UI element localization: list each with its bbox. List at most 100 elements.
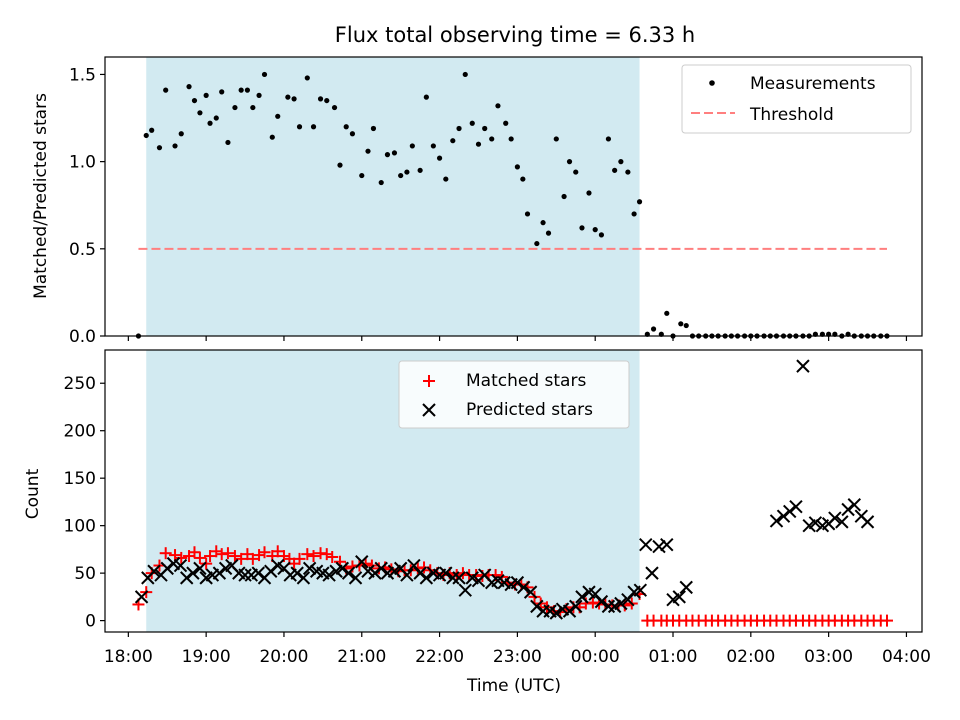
predicted-star-point: [549, 606, 564, 620]
measurement-point: [250, 104, 256, 111]
predicted-star-point: [789, 499, 803, 514]
measurement-point: [156, 145, 163, 151]
predicted-star-point: [355, 555, 369, 569]
bottom-x-tick-label: 04:00: [882, 647, 931, 667]
measurement-point: [443, 176, 449, 182]
measurement-point: [349, 131, 356, 137]
bottom-x-tick-label: 03:00: [804, 647, 853, 667]
bottom-y-tick-label: 200: [64, 422, 96, 442]
predicted-star-point: [672, 590, 686, 604]
predicted-star-point: [835, 515, 849, 529]
predicted-star-point: [569, 599, 583, 614]
matched-star-point: [200, 557, 213, 570]
measurement-point: [244, 87, 250, 93]
predicted-stars-points: [134, 359, 875, 620]
measurement-point: [191, 97, 198, 104]
measurement-point: [598, 232, 605, 238]
measurement-point: [391, 150, 398, 156]
predicted-star-point: [173, 558, 188, 573]
predicted-star-point: [575, 590, 589, 604]
bottom-x-tick-label: 18:00: [104, 647, 153, 667]
bottom-x-tick-label: 20:00: [259, 647, 308, 667]
measurement-point: [178, 131, 184, 137]
predicted-star-point: [413, 566, 427, 580]
measurement-point: [605, 136, 612, 142]
top-y-tick-label: 0.0: [69, 327, 96, 347]
predicted-star-point: [400, 568, 414, 582]
bottom-y-tick-label: 50: [74, 564, 96, 584]
bottom-y-tick-label: 250: [64, 374, 96, 394]
predicted-star-point: [783, 504, 797, 519]
top-y-tick-label: 0.5: [69, 240, 96, 260]
matched-star-point: [204, 550, 217, 563]
predicted-star-point: [341, 566, 356, 580]
predicted-star-point: [679, 580, 693, 595]
predicted-star-point: [516, 580, 531, 595]
matched-star-point: [221, 547, 234, 560]
measurement-point: [172, 143, 178, 149]
measurement-point: [213, 115, 219, 121]
matched-star-point: [880, 614, 893, 627]
measurement-point: [275, 113, 281, 119]
predicted-star-point: [368, 566, 382, 580]
predicted-star-point: [212, 566, 227, 580]
measurement-point: [430, 143, 436, 149]
predicted-star-point: [147, 564, 161, 578]
measurement-point: [207, 120, 213, 126]
matched-star-point: [175, 551, 188, 564]
predicted-star-point: [251, 566, 265, 580]
predicted-star-point: [335, 561, 350, 576]
measurement-point: [482, 125, 488, 132]
measurement-point: [370, 125, 377, 132]
measurement-point: [378, 179, 384, 186]
legend-matched-label: Matched stars: [466, 371, 586, 391]
predicted-star-point: [633, 583, 648, 597]
measurement-point: [436, 155, 443, 161]
measurement-point: [450, 138, 456, 144]
measurement-point: [553, 136, 559, 142]
measurement-point: [404, 169, 410, 175]
predicted-star-point: [769, 514, 784, 528]
measurement-point: [456, 125, 462, 132]
measurement-point: [219, 89, 225, 95]
measurement-point: [631, 211, 637, 217]
matched-star-point: [307, 550, 320, 563]
predicted-star-point: [458, 583, 472, 597]
predicted-star-point: [322, 568, 336, 582]
predicted-star-point: [614, 596, 628, 611]
predicted-star-point: [419, 571, 434, 585]
measurement-point: [592, 227, 598, 233]
measurement-point: [225, 139, 231, 146]
measurement-point: [203, 92, 209, 98]
legend-threshold-label: Threshold: [749, 105, 834, 125]
predicted-star-point: [302, 561, 317, 576]
measurement-point: [586, 190, 592, 196]
measurement-point: [256, 92, 262, 98]
measurement-point: [398, 172, 404, 179]
matched-star-point: [326, 550, 339, 563]
measurement-point: [520, 176, 526, 182]
measurement-point: [636, 199, 643, 205]
predicted-star-point: [652, 539, 666, 554]
bottom-x-tick-label: 00:00: [571, 647, 620, 667]
measurement-point: [238, 87, 244, 93]
predicted-star-point: [439, 566, 453, 580]
bottom-x-tick-label: 02:00: [726, 647, 775, 667]
predicted-star-point: [374, 561, 388, 576]
predicted-star-point: [452, 571, 466, 585]
measurement-point: [417, 167, 423, 173]
bottom-x-tick-label: 23:00: [493, 647, 542, 667]
measurement-point: [310, 124, 317, 130]
measurement-point: [683, 322, 689, 329]
predicted-star-point: [808, 516, 823, 530]
measurement-point: [545, 230, 552, 236]
measurement-point: [384, 152, 391, 158]
predicted-star-point: [530, 599, 544, 614]
measurement-point: [664, 310, 670, 316]
predicted-star-point: [523, 585, 538, 599]
chart-title: Flux total observing time = 6.33 h: [335, 23, 695, 47]
predicted-star-point: [776, 509, 791, 523]
bottom-x-tick-label: 01:00: [649, 647, 698, 667]
matched-star-point: [258, 546, 271, 559]
measurement-point: [296, 124, 303, 130]
